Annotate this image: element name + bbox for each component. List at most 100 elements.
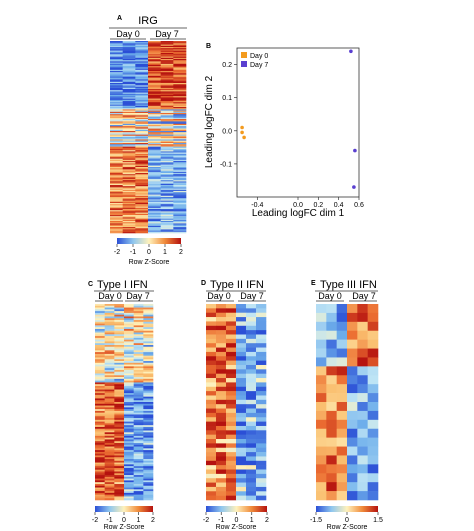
heatmap-c-cell [143, 402, 154, 405]
heatmap-a-cell [173, 131, 187, 133]
heatmap-c-cell [133, 460, 144, 463]
heatmap-a-cell [148, 133, 161, 135]
heatmap-c-cell [124, 359, 134, 362]
heatmap-a-cell [173, 197, 187, 199]
heatmap-d-cell [236, 382, 247, 388]
heatmap-a-cell [160, 140, 174, 143]
heatmap-a-cell [135, 102, 149, 104]
heatmap-c-cell [104, 448, 115, 451]
heatmap-a-cell [135, 50, 149, 53]
heatmap-d-cell [236, 408, 247, 414]
heatmap-a-cell [160, 211, 174, 213]
heatmap-a-cell [148, 125, 161, 127]
heatmap-a-cell [160, 113, 174, 115]
heatmap-a-cell [135, 157, 149, 159]
heatmap-a-cell [135, 83, 149, 85]
heatmap-a-cell [110, 49, 123, 51]
heatmap-a-cell [173, 185, 187, 187]
heatmap-a-cell [110, 69, 123, 72]
heatmap-a-cell [148, 107, 161, 109]
heatmap-a-cell [122, 93, 136, 96]
heatmap-d-cell [226, 334, 237, 340]
heatmap-a-cell [160, 153, 174, 156]
heatmap-a-cell [173, 99, 187, 102]
heatmap-c-cell [124, 419, 134, 422]
heatmap-a-cell [173, 116, 187, 119]
heatmap-c-cell [143, 314, 154, 317]
heatmap-a-cell [122, 211, 136, 213]
heatmap-a-cell [160, 92, 174, 95]
heatmap-a-cell [173, 129, 187, 132]
heatmap-a-cell [122, 177, 136, 180]
heatmap-d-cell [256, 478, 267, 483]
heatmap-a-cell [160, 139, 174, 141]
heatmap-e-cell [357, 348, 368, 358]
heatmap-c-cell [104, 325, 115, 328]
heatmap-c-cell [114, 432, 125, 435]
heatmap-c-cell [114, 473, 125, 476]
heatmap-a-cell [122, 204, 136, 206]
heatmap-a-cell [110, 83, 123, 85]
heatmap-c-cell [104, 469, 115, 472]
heatmap-a-cell [160, 126, 174, 128]
heatmap-c-cell [114, 346, 125, 349]
heatmap-a-cell [160, 84, 174, 86]
heatmap-a-cell [173, 205, 187, 207]
heatmap-c-cell [143, 435, 154, 438]
scatter-xtick-label: 0.0 [293, 202, 303, 209]
heatmap-a-cell [173, 113, 187, 115]
heatmap-c-cell [143, 403, 154, 406]
heatmap-c-cell [114, 314, 125, 317]
heatmap-a-cell [173, 78, 187, 80]
heatmap-d-cell [226, 373, 237, 379]
scatter-axis-ticks: -0.4 0.0 0.2 0.4 0.6-0.10.00.10.2 [220, 62, 364, 209]
heatmap-d-cell [216, 434, 227, 440]
heatmap-c-cell [133, 439, 144, 442]
heatmap-e-cell [336, 446, 348, 456]
heatmap-e-cell [357, 304, 368, 314]
heatmap-c-cell [143, 321, 154, 324]
heatmap-a-cell [135, 162, 149, 164]
heatmap-c-cell [133, 464, 144, 467]
heatmap-a-cell [173, 158, 187, 161]
heatmap-c-cell [143, 359, 154, 362]
heatmap-a-cell [148, 63, 161, 66]
heatmap-a-cell [148, 175, 161, 177]
heatmap-e-cell [367, 419, 379, 430]
heatmap-c-cell [143, 464, 154, 467]
heatmap-c-cell [104, 398, 115, 401]
heatmap-a-cell [160, 206, 174, 209]
heatmap-a-cell [135, 90, 149, 92]
heatmap-e-cell [316, 410, 327, 421]
heatmap-a-cell [148, 91, 161, 93]
heatmap-c-cell [104, 359, 115, 362]
heatmap-a-cell [122, 56, 136, 59]
heatmap-c-cell [114, 441, 125, 444]
heatmap-a-cell [122, 206, 136, 209]
heatmap-a-cell [173, 224, 187, 227]
heatmap-a-cell [135, 120, 149, 122]
heatmap-c-cell [124, 455, 134, 458]
heatmap-a-cell [148, 117, 161, 120]
heatmap-c-cell [114, 451, 125, 454]
heatmap-a-cell [122, 192, 136, 194]
heatmap-a-cell [160, 183, 174, 186]
heatmap-d-cell [206, 456, 217, 462]
heatmap-c-cell [95, 350, 105, 353]
heatmap-e-cell [347, 366, 358, 376]
heatmap-c-cell [143, 352, 154, 355]
heatmap-c-cell [124, 482, 134, 485]
heatmap-c-cell [114, 459, 125, 462]
heatmap-a-cell [110, 180, 123, 182]
heatmap-c-cell [104, 328, 115, 332]
heatmap-c-cell [114, 339, 125, 342]
heatmap-c-cell [133, 328, 144, 332]
heatmap-c-cell [143, 412, 154, 415]
heatmap-d-cell [206, 404, 217, 409]
heatmap-d-cell [236, 430, 247, 435]
scatter-ylabel: Leading logFC dim 2 [204, 75, 215, 168]
heatmap-d-cell [226, 399, 237, 405]
heatmap-d-cell [226, 434, 237, 440]
heatmap-a-cell [122, 145, 136, 147]
heatmap-c-cell [143, 339, 154, 342]
